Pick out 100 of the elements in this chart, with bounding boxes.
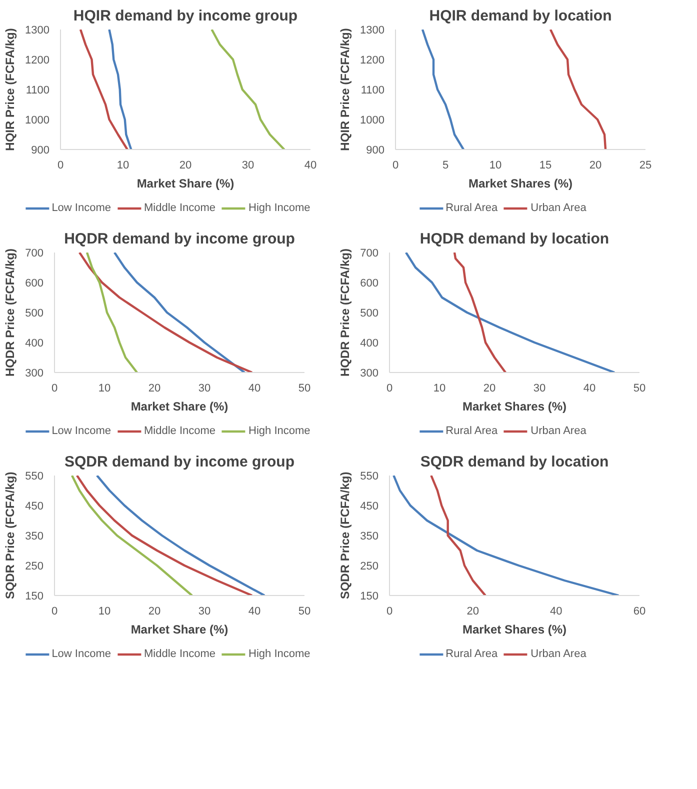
x-axis-title: Market Shares (%) bbox=[462, 400, 567, 414]
x-tick-label: 30 bbox=[533, 382, 546, 394]
x-tick-label: 10 bbox=[98, 382, 111, 394]
x-tick-label: 40 bbox=[304, 160, 317, 172]
x-tick-label: 0 bbox=[51, 382, 58, 394]
chart-title: SQDR demand by location bbox=[420, 454, 609, 470]
chart-title: HQIR demand by location bbox=[429, 8, 612, 24]
y-axis-title: HQDR Price (FCFA/kg) bbox=[3, 248, 18, 377]
y-axis-title: HQIR Price (FCFA/kg) bbox=[3, 28, 18, 151]
legend-label: Low Income bbox=[52, 425, 111, 437]
y-tick-label: 1300 bbox=[360, 24, 385, 36]
x-tick-label: 40 bbox=[583, 382, 596, 394]
legend-label: High Income bbox=[248, 202, 310, 214]
y-tick-label: 250 bbox=[25, 560, 44, 572]
y-tick-label: 500 bbox=[360, 308, 379, 320]
y-tick-label: 300 bbox=[360, 368, 379, 380]
chart-title: HQDR demand by income group bbox=[64, 230, 295, 248]
x-tick-label: 0 bbox=[51, 606, 58, 618]
y-tick-label: 1200 bbox=[25, 54, 50, 66]
x-tick-label: 20 bbox=[148, 382, 161, 394]
x-tick-label: 20 bbox=[148, 606, 161, 618]
y-tick-label: 450 bbox=[25, 500, 44, 512]
x-tick-label: 60 bbox=[633, 606, 646, 618]
x-tick-label: 30 bbox=[198, 382, 211, 394]
y-tick-label: 350 bbox=[25, 530, 44, 542]
line-series bbox=[79, 30, 128, 150]
y-tick-label: 300 bbox=[25, 368, 44, 380]
y-tick-label: 550 bbox=[25, 470, 44, 482]
chart-title: HQDR demand by location bbox=[420, 230, 610, 248]
x-axis-title: Market Shares (%) bbox=[468, 176, 573, 190]
y-tick-label: 250 bbox=[360, 560, 379, 572]
line-series bbox=[210, 30, 286, 150]
chart-title: HQIR demand by income group bbox=[73, 8, 298, 24]
x-tick-label: 10 bbox=[98, 606, 111, 618]
y-tick-label: 700 bbox=[360, 248, 379, 260]
line-series bbox=[430, 476, 486, 596]
line-series bbox=[96, 476, 266, 596]
legend-label: Middle Income bbox=[144, 202, 216, 214]
y-tick-label: 600 bbox=[25, 278, 44, 290]
legend-label: Rural Area bbox=[446, 648, 498, 660]
x-tick-label: 20 bbox=[179, 160, 192, 172]
y-tick-label: 1000 bbox=[25, 114, 50, 126]
x-tick-label: 30 bbox=[198, 606, 211, 618]
legend-label: Middle Income bbox=[144, 425, 216, 437]
line-series bbox=[549, 30, 607, 150]
line-series bbox=[78, 252, 254, 372]
x-tick-label: 0 bbox=[57, 160, 64, 172]
line-series bbox=[113, 252, 246, 372]
x-tick-label: 40 bbox=[248, 382, 261, 394]
x-axis-title: Market Share (%) bbox=[130, 400, 228, 414]
y-tick-label: 400 bbox=[360, 338, 379, 350]
y-tick-label: 1300 bbox=[25, 24, 50, 36]
y-tick-label: 1100 bbox=[360, 84, 384, 96]
line-series bbox=[421, 30, 465, 150]
legend-label: Urban Area bbox=[530, 425, 586, 437]
y-tick-label: 1200 bbox=[360, 54, 385, 66]
legend-label: High Income bbox=[248, 425, 310, 437]
x-tick-label: 10 bbox=[116, 160, 130, 172]
legend-label: Rural Area bbox=[446, 202, 498, 214]
legend-label: Low Income bbox=[52, 648, 111, 660]
x-axis-title: Market Share (%) bbox=[130, 622, 228, 636]
x-tick-label: 20 bbox=[466, 606, 479, 618]
x-tick-label: 30 bbox=[242, 160, 254, 172]
line-series bbox=[70, 476, 194, 596]
legend-label: Middle Income bbox=[144, 648, 216, 660]
x-tick-label: 10 bbox=[489, 160, 502, 172]
x-tick-label: 0 bbox=[392, 160, 399, 172]
x-tick-label: 50 bbox=[633, 382, 646, 394]
x-axis-title: Market Share (%) bbox=[136, 176, 234, 190]
x-tick-label: 50 bbox=[298, 606, 311, 618]
x-tick-label: 0 bbox=[386, 606, 393, 618]
y-axis-title: SQDR Price (FCFA/kg) bbox=[338, 472, 352, 600]
y-tick-label: 600 bbox=[360, 278, 379, 290]
line-series bbox=[404, 252, 616, 372]
x-tick-label: 40 bbox=[550, 606, 562, 618]
line-series bbox=[108, 30, 132, 150]
x-tick-label: 50 bbox=[298, 382, 311, 394]
legend-label: High Income bbox=[248, 648, 310, 660]
y-tick-label: 150 bbox=[360, 590, 379, 602]
x-axis-title: Market Shares (%) bbox=[462, 622, 567, 636]
y-tick-label: 900 bbox=[31, 144, 50, 156]
y-tick-label: 150 bbox=[25, 590, 44, 602]
x-tick-label: 0 bbox=[386, 382, 393, 394]
x-tick-label: 25 bbox=[639, 160, 652, 172]
legend-label: Rural Area bbox=[446, 425, 498, 437]
y-tick-label: 700 bbox=[25, 248, 44, 260]
line-series bbox=[392, 476, 620, 596]
legend-label: Urban Area bbox=[530, 202, 586, 214]
y-tick-label: 1000 bbox=[360, 114, 385, 126]
x-tick-label: 5 bbox=[442, 160, 449, 172]
y-tick-label: 500 bbox=[25, 308, 44, 320]
y-tick-label: 900 bbox=[366, 144, 385, 156]
y-tick-label: 450 bbox=[360, 500, 379, 512]
x-tick-label: 20 bbox=[483, 382, 496, 394]
x-tick-label: 40 bbox=[248, 606, 261, 618]
chart-title: SQDR demand by income group bbox=[64, 454, 295, 470]
y-tick-label: 1100 bbox=[26, 84, 50, 96]
line-series bbox=[76, 476, 254, 596]
y-axis-title: HQDR Price (FCFA/kg) bbox=[338, 248, 352, 377]
legend-label: Urban Area bbox=[530, 648, 586, 660]
